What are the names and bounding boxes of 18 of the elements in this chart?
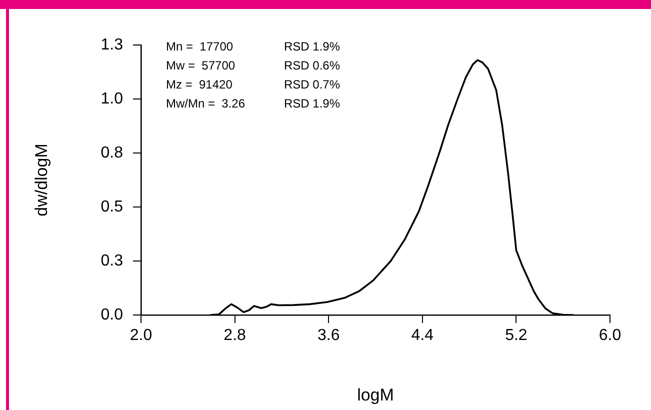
- x-tick-label: 4.4: [411, 327, 434, 344]
- y-tick-label: 0.3: [100, 252, 124, 270]
- y-tick-label: 0.5: [100, 198, 124, 216]
- x-tick-label: 5.2: [505, 327, 528, 344]
- text: Mz = 91420 RSD 0.7%: [166, 77, 340, 92]
- x-tick-label: 6.0: [598, 327, 622, 344]
- text: Mn = 17700 RSD 1.9%: [166, 39, 340, 54]
- y-tick-label: 0.0: [100, 306, 124, 324]
- x-tick-label: 3.6: [317, 327, 340, 344]
- y-tick-label: 1.0: [100, 90, 124, 108]
- x-axis-title: logM: [357, 385, 394, 404]
- y-tick-label: 0.8: [100, 144, 124, 162]
- x-tick-label: 2.8: [224, 327, 246, 344]
- text: Mw/Mn = 3.26 RSD 1.9%: [166, 96, 340, 110]
- y-axis-title: dw/dlogM: [32, 144, 51, 216]
- x-tick-label: 2.0: [130, 327, 152, 344]
- text: Mw = 57700 RSD 0.6%: [166, 58, 340, 72]
- y-tick-label: 1.3: [100, 36, 124, 54]
